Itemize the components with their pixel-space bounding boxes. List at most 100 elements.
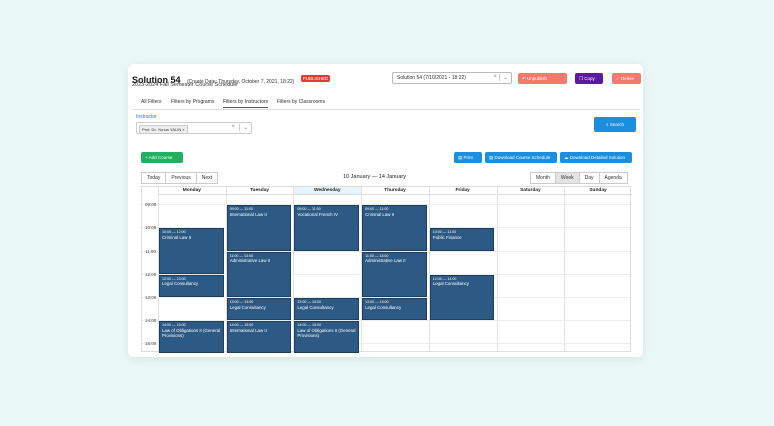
document-icon: ▤ bbox=[489, 155, 495, 160]
day-divider bbox=[158, 187, 159, 351]
chevron-down-icon[interactable]: ⌄ bbox=[238, 124, 248, 131]
time-label: 10:00 bbox=[145, 225, 157, 231]
event-title: Public Finance bbox=[432, 234, 462, 240]
calendar-event[interactable]: 14:00 — 15:00 International Law II bbox=[226, 321, 292, 353]
tab-all-filters[interactable]: All Filters bbox=[141, 99, 162, 105]
day-header-saturday: Saturday bbox=[496, 187, 565, 195]
print-button[interactable]: ▤ Print bbox=[454, 152, 482, 163]
instructor-label: Instructor bbox=[136, 114, 157, 120]
calendar-event[interactable]: 12:00 — 13:00 Legal Consultancy bbox=[159, 274, 224, 298]
hour-line bbox=[142, 343, 630, 345]
event-time: 14:00 — 15:00 bbox=[297, 323, 321, 328]
day-divider bbox=[293, 187, 295, 351]
plus-icon: + bbox=[145, 155, 149, 160]
view-day-button[interactable]: Day bbox=[578, 172, 600, 184]
week-calendar: Monday Tuesday Wednesday Thursday Friday Satu… bbox=[141, 186, 632, 353]
page-subtitle: 2023-2024 Fall Semester Course Schedule bbox=[132, 82, 238, 88]
calendar-event[interactable]: 11:00 — 13:00 Administrative Law II bbox=[362, 251, 427, 298]
schedule-card: Solution 54 (Create Date: Thursday, Octo… bbox=[128, 64, 643, 357]
calendar-event[interactable]: 11:00 — 13:00 Administrative Law II bbox=[226, 251, 292, 298]
event-time: 14:00 — 15:00 bbox=[162, 323, 186, 328]
calendar-event[interactable]: 14:00 — 15:00 Law of Obligations II (Gene… bbox=[159, 321, 224, 353]
solution-select[interactable]: Solution 54 (7/10/2021 - 18:22) × ⌄ bbox=[392, 72, 512, 84]
event-title: Criminal Law II bbox=[365, 211, 395, 217]
day-header-friday: Friday bbox=[428, 187, 497, 195]
title-row: Solution 54 (Create Date: Thursday, Octo… bbox=[132, 70, 331, 88]
clear-icon[interactable]: × bbox=[493, 74, 497, 80]
copy-icon: ❐ bbox=[579, 76, 585, 81]
time-label: 11:00 bbox=[145, 248, 156, 254]
calendar-event[interactable]: 12:00 — 14:00 Legal Consultancy bbox=[429, 274, 495, 321]
calendar-event[interactable]: 13:00 — 14:00 Legal Consultancy bbox=[294, 298, 360, 321]
tab-filters-by-programs[interactable]: Filters by Programs bbox=[171, 99, 215, 105]
calendar-event[interactable]: 13:00 — 14:00 Legal Consultancy bbox=[362, 298, 427, 321]
download-detailed-label: Download Detailed Solution bbox=[569, 155, 626, 160]
hour-line bbox=[142, 320, 630, 322]
event-time: 14:00 — 15:00 bbox=[229, 323, 254, 328]
day-divider bbox=[361, 187, 363, 351]
event-time: 13:00 — 14:00 bbox=[365, 300, 389, 305]
calendar-event[interactable]: 14:00 — 15:00 Law of Obligations II (Gene… bbox=[294, 321, 360, 353]
calendar-event[interactable]: 09:00 — 11:00 International Law II bbox=[226, 205, 292, 251]
today-button[interactable]: Today bbox=[141, 172, 167, 184]
undo-icon: ↶ bbox=[522, 76, 528, 81]
add-course-button[interactable]: + Add Course bbox=[141, 152, 183, 163]
calendar-event[interactable]: 13:00 — 14:00 Legal Consultancy bbox=[226, 298, 292, 321]
day-header-wednesday: Wednesday bbox=[293, 187, 362, 195]
calendar-event[interactable]: 09:00 — 11:00 Criminal Law II bbox=[362, 205, 427, 251]
event-time: 11:00 — 13:00 bbox=[365, 253, 389, 258]
event-time: 09:00 — 11:00 bbox=[365, 207, 389, 212]
event-time: 11:00 — 13:00 bbox=[229, 253, 253, 258]
download-detailed-solution-button[interactable]: ☁ Download Detailed Solution bbox=[560, 152, 632, 163]
calendar-event[interactable]: 09:00 — 11:00 Vocational French IV bbox=[294, 205, 360, 251]
time-label: 14:00 bbox=[145, 318, 157, 324]
hour-line bbox=[142, 250, 630, 252]
calendar-event[interactable]: 10:00 — 12:00 Criminal Law II bbox=[159, 228, 224, 274]
calendar-nav: Today Previous Next bbox=[141, 172, 219, 184]
event-time: 09:00 — 11:00 bbox=[297, 207, 321, 212]
event-title: International Law II bbox=[229, 211, 267, 217]
calendar-event[interactable]: 10:00 — 11:00 Public Finance bbox=[429, 228, 495, 251]
event-title: Administrative Law II bbox=[365, 258, 406, 264]
event-title: Administrative Law II bbox=[229, 258, 271, 264]
time-label: 09:00 bbox=[145, 202, 157, 208]
event-time: 10:00 — 12:00 bbox=[162, 230, 186, 235]
event-title: Vocational French IV bbox=[297, 211, 338, 217]
instructor-chip[interactable]: Prof. Dr. Yunus YALIN × bbox=[139, 125, 188, 134]
tab-filters-by-instructors[interactable]: Filters by Instructors bbox=[223, 99, 269, 108]
day-header-thursday: Thursday bbox=[361, 187, 429, 195]
view-agenda-button[interactable]: Agenda bbox=[598, 172, 628, 184]
download-schedule-label: Download Course Schedule bbox=[494, 155, 551, 160]
instructor-select[interactable]: Prof. Dr. Yunus YALIN × × ⌄ bbox=[136, 122, 252, 134]
copy-button[interactable]: ❐ Copy bbox=[575, 73, 603, 84]
search-label: Search bbox=[609, 122, 625, 127]
unpublish-button[interactable]: ↶ Unpublish bbox=[518, 73, 567, 84]
remove-icon[interactable]: × bbox=[182, 127, 185, 132]
event-title: Legal Consultancy bbox=[229, 304, 266, 310]
search-button[interactable]: ⌕ Search bbox=[594, 117, 636, 132]
date-range: 10 January — 14 January bbox=[343, 174, 406, 180]
event-time: 13:00 — 14:00 bbox=[297, 300, 321, 305]
previous-button[interactable]: Previous bbox=[165, 172, 197, 184]
chevron-down-icon[interactable]: ⌄ bbox=[498, 74, 508, 81]
event-time: 10:00 — 11:00 bbox=[432, 230, 457, 235]
tab-filters-by-classrooms[interactable]: Filters by Classrooms bbox=[277, 99, 326, 105]
delete-button[interactable]: ✓ Delete bbox=[612, 73, 641, 84]
event-time: 12:00 — 13:00 bbox=[162, 276, 186, 281]
event-time: 09:00 — 11:00 bbox=[229, 207, 253, 212]
next-button[interactable]: Next bbox=[195, 172, 219, 184]
event-title: Legal Consultancy bbox=[297, 304, 334, 310]
status-badge: PUBLISHED bbox=[300, 75, 331, 83]
instructor-chip-label: Prof. Dr. Yunus YALIN bbox=[142, 127, 182, 132]
clear-icon[interactable]: × bbox=[231, 124, 235, 130]
unpublish-label: Unpublish bbox=[527, 76, 548, 81]
hour-line bbox=[142, 204, 630, 206]
event-time: 13:00 — 14:00 bbox=[229, 300, 254, 305]
time-label: 12:00 bbox=[145, 271, 157, 277]
day-divider bbox=[496, 187, 498, 351]
view-week-button[interactable]: Week bbox=[554, 172, 580, 184]
view-switcher: Month Week Day Agenda bbox=[530, 172, 628, 184]
view-month-button[interactable]: Month bbox=[530, 172, 556, 184]
event-title: Criminal Law II bbox=[162, 234, 192, 240]
download-course-schedule-button[interactable]: ▤ Download Course Schedule bbox=[485, 152, 557, 163]
